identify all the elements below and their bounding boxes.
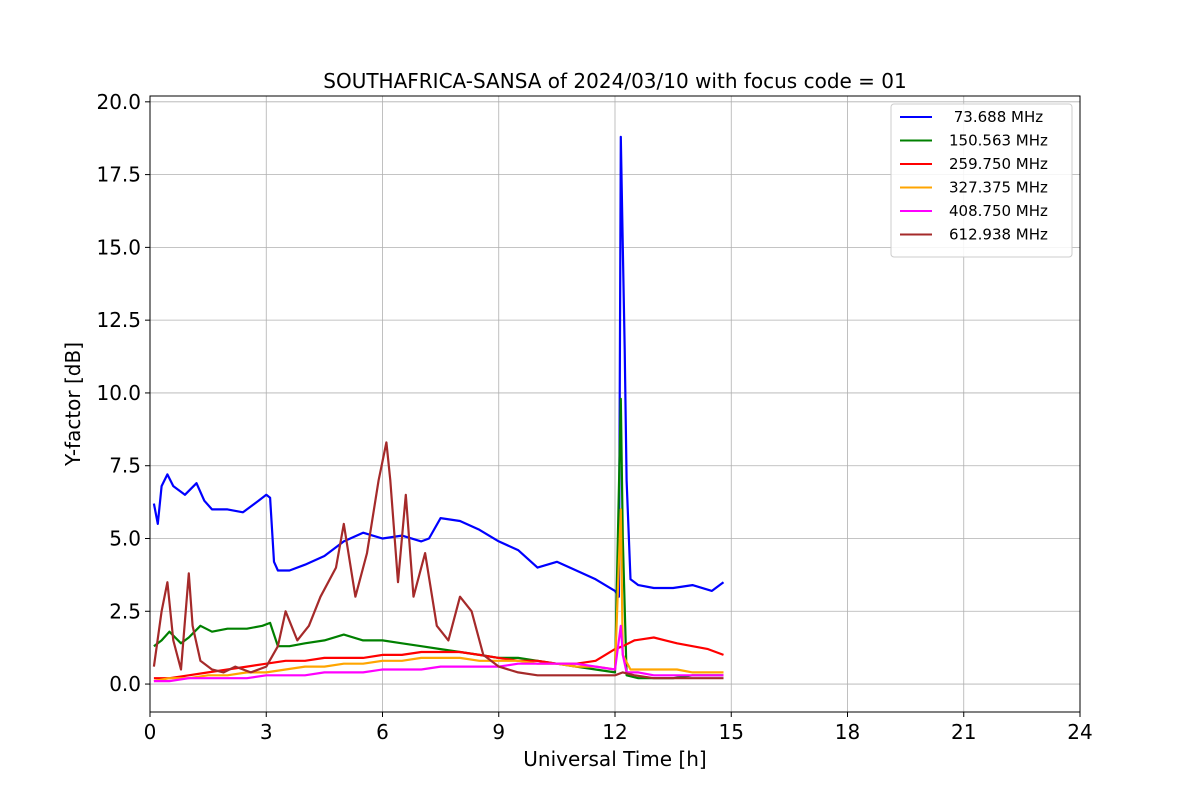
x-tick-label: 18	[835, 720, 860, 744]
y-tick-label: 2.5	[109, 599, 141, 623]
legend-label: 259.750 MHz	[949, 155, 1048, 173]
y-tick-label: 7.5	[109, 454, 141, 478]
y-tick-label: 20.0	[96, 90, 141, 114]
legend-label: 612.938 MHz	[949, 226, 1048, 244]
series-line-3	[153, 508, 724, 683]
y-tick-label: 5.0	[109, 526, 141, 550]
y-tick-label: 0.0	[109, 672, 141, 696]
series-line-2	[153, 636, 724, 680]
chart-title: SOUTHAFRICA-SANSA of 2024/03/10 with foc…	[323, 69, 907, 93]
x-tick-label: 24	[1067, 720, 1092, 744]
x-axis: 0 3 6 9 12 15 18 21 24	[144, 712, 1093, 744]
x-tick-label: 3	[260, 720, 273, 744]
y-tick-label: 15.0	[96, 235, 141, 259]
y-tick-label: 17.5	[96, 163, 141, 187]
y-axis: 0.0 2.5 5.0 7.5 10.0 12.5 15.0 17.5 20.0	[96, 90, 150, 696]
y-axis-label: Y-factor [dB]	[61, 342, 85, 467]
legend-label: 73.688 MHz	[949, 108, 1043, 126]
series-layer	[152, 135, 725, 683]
x-tick-label: 15	[719, 720, 744, 744]
legend-label: 327.375 MHz	[949, 179, 1048, 197]
x-tick-label: 21	[951, 720, 976, 744]
x-tick-label: 6	[376, 720, 389, 744]
x-tick-label: 12	[602, 720, 627, 744]
legend-box	[890, 103, 1073, 258]
x-axis-label: Universal Time [h]	[523, 747, 706, 771]
series-line-4	[153, 624, 724, 683]
legend-label: 408.750 MHz	[949, 202, 1048, 220]
x-tick-label: 0	[144, 720, 157, 744]
series-line-5	[152, 441, 724, 680]
x-tick-label: 9	[492, 720, 505, 744]
series-line-1	[153, 397, 724, 680]
legend-label: 150.563 MHz	[949, 132, 1048, 150]
series-line-0	[152, 135, 725, 598]
y-tick-label: 10.0	[96, 381, 141, 405]
y-tick-label: 12.5	[96, 308, 141, 332]
legend: 73.688 MHz 150.563 MHz 259.750 MHz 327.375 …	[890, 103, 1073, 258]
